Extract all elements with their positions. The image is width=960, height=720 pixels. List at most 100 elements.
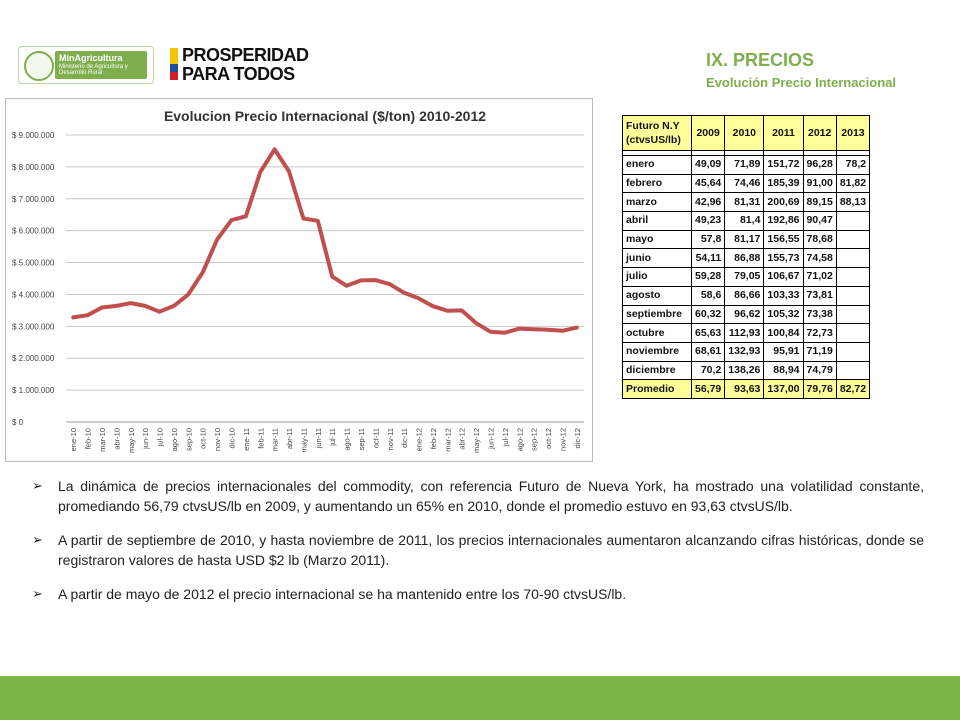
value-cell: 156,55 xyxy=(763,229,804,250)
bullet-item: ➢ A partir de mayo de 2012 el precio int… xyxy=(32,584,924,604)
arrow-bullet-icon: ➢ xyxy=(32,532,43,547)
bullet-item: ➢ La dinámica de precios internacionales… xyxy=(32,476,924,516)
month-cell: agosto xyxy=(622,285,692,306)
x-tick-label: abr-12 xyxy=(458,428,467,450)
x-tick-label: ene-12 xyxy=(415,428,424,451)
value-cell: 90,47 xyxy=(802,211,837,231)
data-point xyxy=(158,310,162,314)
value-cell: 155,73 xyxy=(763,248,804,269)
x-tick-label: ene-11 xyxy=(242,428,251,451)
y-tick-label: $ 5.000.000 xyxy=(12,259,55,268)
data-point xyxy=(532,327,536,331)
data-point xyxy=(201,270,205,274)
table-header-label: Futuro N.Y (ctvsUS/lb) xyxy=(622,115,692,151)
slogan-line-2: PARA TODOS xyxy=(182,64,295,84)
y-tick-label: $ 4.000.000 xyxy=(12,290,55,299)
arrow-bullet-icon: ➢ xyxy=(32,478,43,493)
month-cell: diciembre xyxy=(622,360,692,381)
value-cell: 86,66 xyxy=(724,285,765,306)
data-point xyxy=(86,313,90,317)
data-point xyxy=(143,304,147,308)
x-tick-label: dic-12 xyxy=(573,428,582,448)
y-tick-label: $ 0 xyxy=(12,418,24,427)
x-tick-label: ago-11 xyxy=(343,428,352,451)
value-cell: 91,00 xyxy=(802,173,837,194)
value-cell: 88,94 xyxy=(763,360,804,381)
value-cell: 89,15 xyxy=(802,192,837,213)
x-tick-label: nov-11 xyxy=(386,428,395,450)
data-point xyxy=(71,315,75,319)
value-cell: 71,89 xyxy=(724,155,765,175)
value-cell: 58,6 xyxy=(690,285,726,306)
data-point xyxy=(402,291,406,295)
x-tick-label: ene-10 xyxy=(69,428,78,451)
data-point xyxy=(330,275,334,279)
x-tick-label: ago-10 xyxy=(170,428,179,451)
x-tick-label: jun-12 xyxy=(486,428,495,450)
x-tick-label: feb-12 xyxy=(429,428,438,449)
value-cell: 112,93 xyxy=(724,323,765,343)
bullet-list: ➢ La dinámica de precios internacionales… xyxy=(32,476,924,618)
x-tick-label: jun-11 xyxy=(314,428,323,449)
year-header: 2011 xyxy=(763,115,804,151)
table-row: enero 49,09 71,89 151,72 96,28 78,2 xyxy=(622,155,871,175)
x-tick-label: abr-11 xyxy=(285,428,294,449)
value-cell: 71,19 xyxy=(802,341,837,362)
value-cell: 81,17 xyxy=(724,229,765,250)
average-row: Promedio 56,79 93,63 137,00 79,76 82,72 xyxy=(622,379,871,399)
value-cell: 96,28 xyxy=(802,155,837,175)
month-cell: septiembre xyxy=(622,304,692,325)
x-tick-label: may-11 xyxy=(299,428,308,452)
value-cell xyxy=(835,267,871,287)
value-cell xyxy=(835,360,871,381)
month-cell: enero xyxy=(622,155,692,175)
data-point xyxy=(546,328,550,332)
table-row: septiembre 60,32 96,62 105,32 73,38 xyxy=(622,304,871,325)
y-tick-label: $ 3.000.000 xyxy=(12,322,55,331)
table-row: junio 54,11 86,88 155,73 74,58 xyxy=(622,248,871,269)
data-point xyxy=(373,278,377,282)
value-cell: 72,73 xyxy=(802,323,837,343)
value-cell: 95,91 xyxy=(763,341,804,362)
month-cell: mayo xyxy=(622,229,692,250)
year-header: 2010 xyxy=(724,115,765,151)
chart-title: Evolucion Precio Internacional ($/ton) 2… xyxy=(164,108,486,124)
x-tick-label: jul-11 xyxy=(328,428,337,447)
average-cell: 79,76 xyxy=(802,379,837,399)
bullet-text: La dinámica de precios internacionales d… xyxy=(58,478,924,514)
value-cell: 65,63 xyxy=(690,323,726,343)
table-row: julio 59,28 79,05 106,67 71,02 xyxy=(622,267,871,287)
x-tick-label: abr-10 xyxy=(112,428,121,450)
x-tick-label: oct-10 xyxy=(199,428,208,449)
table-header-row: Futuro N.Y (ctvsUS/lb) 2009 2010 2011 20… xyxy=(622,115,871,151)
value-cell: 200,69 xyxy=(763,192,804,213)
data-point xyxy=(258,170,262,174)
year-header: 2012 xyxy=(802,115,837,151)
year-header: 2013 xyxy=(835,115,871,151)
value-cell: 185,39 xyxy=(763,173,804,194)
logo-bar: MinAgricultura Ministerio de Agricultura… xyxy=(18,44,318,88)
value-cell: 74,58 xyxy=(802,248,837,269)
ministry-name: MinAgricultura xyxy=(59,53,123,63)
value-cell: 192,86 xyxy=(763,211,804,231)
table-row: abril 49,23 81,4 192,86 90,47 xyxy=(622,211,871,231)
value-cell xyxy=(835,285,871,306)
value-cell: 103,33 xyxy=(763,285,804,306)
data-point xyxy=(345,284,349,288)
value-cell: 81,82 xyxy=(835,173,871,194)
value-cell: 42,96 xyxy=(690,192,726,213)
average-cell: 82,72 xyxy=(835,379,871,399)
line-chart: Evolucion Precio Internacional ($/ton) 2… xyxy=(12,108,584,453)
y-tick-label: $ 1.000.000 xyxy=(12,386,55,395)
value-cell: 86,88 xyxy=(724,248,765,269)
x-tick-label: jul-12 xyxy=(501,428,510,447)
x-tick-label: feb-11 xyxy=(256,428,265,449)
average-label: Promedio xyxy=(622,379,692,399)
year-header: 2009 xyxy=(690,115,726,151)
y-tick-label: $ 7.000.000 xyxy=(12,195,55,204)
x-tick-label: sep-12 xyxy=(530,428,539,451)
value-cell: 71,02 xyxy=(802,267,837,287)
flag-icon xyxy=(170,48,178,80)
month-cell: noviembre xyxy=(622,341,692,362)
value-cell xyxy=(835,304,871,325)
